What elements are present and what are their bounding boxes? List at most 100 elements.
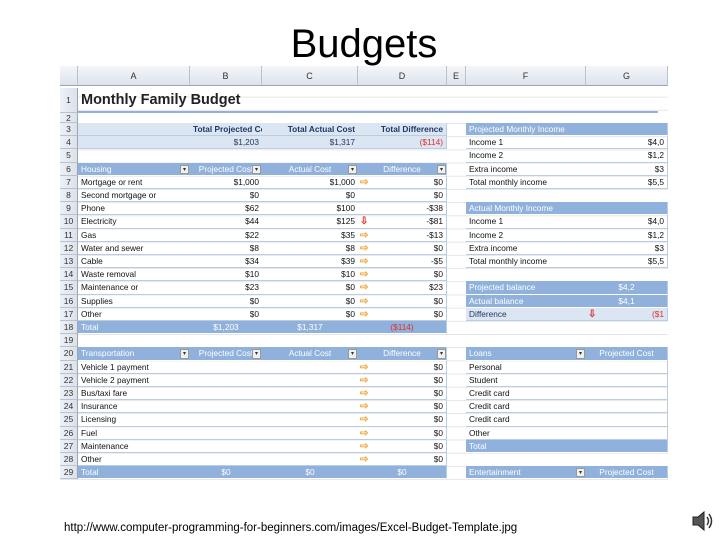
cell bbox=[262, 387, 358, 401]
filter-button: ▾ bbox=[252, 349, 261, 359]
cell: Projected balance bbox=[466, 281, 586, 295]
cell: Vehicle 1 payment bbox=[78, 361, 190, 374]
column-header: F bbox=[466, 66, 586, 86]
cell: $1,000 bbox=[190, 176, 262, 189]
cell: Transportation bbox=[78, 347, 190, 361]
cell: $0 bbox=[358, 241, 447, 255]
indicator-icon: ⇨ bbox=[360, 176, 369, 188]
cell bbox=[586, 202, 668, 216]
cell: Water and sewer bbox=[78, 242, 190, 255]
cell: Total bbox=[78, 321, 190, 335]
cell: $4,2 bbox=[586, 281, 668, 295]
filter-button: ▾ bbox=[348, 349, 357, 359]
cell: Insurance bbox=[78, 400, 190, 414]
filter-button: ▾ bbox=[252, 164, 261, 174]
indicator-icon: ⇨ bbox=[360, 242, 369, 254]
cell bbox=[586, 413, 668, 427]
cell: $8 bbox=[262, 242, 358, 255]
row-number: 25 bbox=[60, 413, 78, 427]
cell: $0 bbox=[358, 400, 447, 414]
cell: $0 bbox=[358, 413, 447, 427]
cell: $0 bbox=[358, 387, 447, 401]
row-number: 4 bbox=[60, 136, 78, 150]
row-number: 1 bbox=[60, 88, 78, 113]
row-number: 12 bbox=[60, 241, 78, 255]
cell bbox=[586, 373, 668, 387]
cell bbox=[586, 439, 668, 453]
cell: Total Actual Cost bbox=[262, 123, 358, 137]
row-number: 21 bbox=[60, 360, 78, 374]
indicator-icon: ⇨ bbox=[360, 414, 369, 426]
cell: $0 bbox=[358, 294, 447, 308]
row-number: 15 bbox=[60, 281, 78, 295]
cell: $125 bbox=[262, 215, 358, 229]
cell bbox=[586, 387, 668, 401]
cell bbox=[78, 123, 190, 137]
cell: Mortgage or rent bbox=[78, 176, 190, 189]
cell: $62 bbox=[190, 202, 262, 216]
source-url: http://www.computer-programming-for-begi… bbox=[64, 522, 518, 534]
row-number: 22 bbox=[60, 373, 78, 387]
column-header: B bbox=[190, 66, 262, 86]
cell: Difference bbox=[358, 347, 447, 361]
corner bbox=[60, 66, 78, 86]
column-header: C bbox=[262, 66, 358, 86]
indicator-icon: ⇩ bbox=[360, 216, 369, 228]
cell: $34 bbox=[190, 255, 262, 269]
cell bbox=[190, 427, 262, 440]
cell: $0 bbox=[358, 426, 447, 440]
cell: -$81 bbox=[358, 215, 447, 229]
cell: Entertainment bbox=[466, 466, 586, 480]
cell: $1,2 bbox=[586, 149, 668, 163]
cell bbox=[190, 413, 262, 427]
cell: $1,317 bbox=[262, 321, 358, 335]
column-header: E bbox=[447, 66, 466, 86]
cell: $4,0 bbox=[586, 136, 668, 150]
cell bbox=[262, 427, 358, 440]
spreadsheet: A B C D E F G 1 Monthly Family Budget 2 3 Total Pro… bbox=[60, 66, 668, 486]
row-number: 6 bbox=[60, 162, 78, 176]
row-number: 23 bbox=[60, 387, 78, 401]
column-header: G bbox=[586, 66, 668, 86]
cell: $4,0 bbox=[586, 215, 668, 229]
row-number: 11 bbox=[60, 228, 78, 242]
cell bbox=[78, 136, 190, 150]
cell: Income 1 bbox=[466, 215, 586, 229]
cell: Projected Cost bbox=[586, 347, 668, 361]
audio-icon[interactable] bbox=[690, 508, 716, 534]
row-number: 29 bbox=[60, 466, 78, 480]
row-number: 2 bbox=[60, 113, 78, 123]
cell: ($1 bbox=[586, 307, 668, 321]
cell bbox=[190, 374, 262, 387]
cell: Extra income bbox=[466, 242, 586, 255]
cell: $0 bbox=[358, 373, 447, 387]
slide-title: Budgets bbox=[290, 22, 438, 66]
cell: Phone bbox=[78, 202, 190, 216]
indicator-icon: ⇨ bbox=[360, 256, 369, 267]
cell: $0 bbox=[358, 268, 447, 282]
cell: $10 bbox=[262, 268, 358, 282]
cell: $100 bbox=[262, 202, 358, 216]
cell: $4,1 bbox=[586, 294, 668, 308]
cell: Licensing bbox=[78, 413, 190, 427]
cell: ($114) bbox=[358, 321, 447, 335]
cell: $0 bbox=[262, 295, 358, 308]
cell: Vehicle 2 payment bbox=[78, 374, 190, 387]
cell: Personal bbox=[466, 361, 586, 374]
cell: $0 bbox=[358, 360, 447, 374]
cell: $0 bbox=[358, 466, 447, 480]
cell: $44 bbox=[190, 215, 262, 229]
indicator-icon: ⇨ bbox=[360, 440, 369, 452]
cell: Fuel bbox=[78, 427, 190, 440]
cell: Projected Monthly Income bbox=[466, 123, 586, 137]
cell: Housing bbox=[78, 162, 190, 176]
cell: Credit card bbox=[466, 400, 586, 414]
cell: Projected Cost bbox=[190, 162, 262, 176]
cell: $0 bbox=[358, 189, 447, 203]
filter-button: ▾ bbox=[437, 349, 446, 359]
cell bbox=[586, 426, 668, 440]
cell: Total bbox=[78, 466, 190, 480]
cell: Student bbox=[466, 374, 586, 387]
cell: $0 bbox=[190, 189, 262, 203]
cell: $22 bbox=[190, 229, 262, 242]
